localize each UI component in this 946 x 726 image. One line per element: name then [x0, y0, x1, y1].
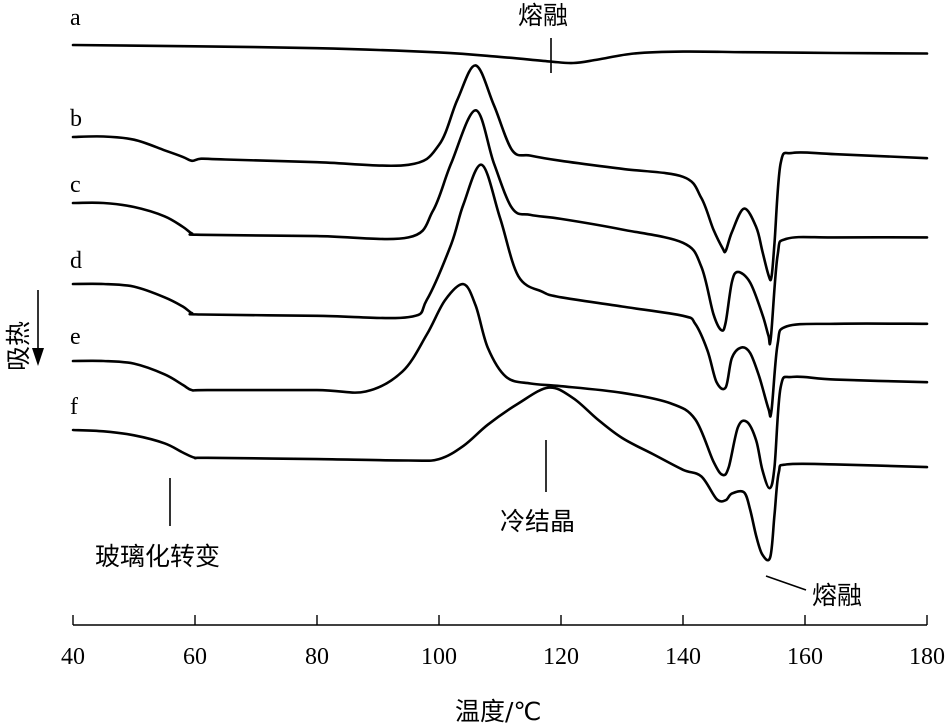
annotation-cold-crystallization: 冷结晶: [500, 507, 575, 536]
series-label-d: d: [70, 248, 82, 274]
curve-e: [71, 282, 929, 490]
curve-d: [71, 163, 929, 418]
x-tick-label-60: 60: [183, 644, 207, 670]
x-tick-label-120: 120: [543, 644, 579, 670]
curve-c: [71, 109, 929, 346]
curve-f: [71, 386, 929, 562]
annotation-melt-f: 熔融: [812, 581, 862, 610]
annotation-melt-a: 熔融: [518, 1, 568, 30]
x-tick-label-160: 160: [787, 644, 823, 670]
endotherm-arrow-head: [32, 348, 44, 366]
series-label-b: b: [70, 106, 82, 132]
series-label-e: e: [70, 324, 81, 350]
annotation-glass-transition: 玻璃化转变: [95, 542, 220, 571]
x-tick-label-140: 140: [665, 644, 701, 670]
curves: [71, 43, 929, 562]
curve-a: [71, 43, 929, 65]
series-label-c: c: [70, 172, 81, 198]
x-tick-label-180: 180: [909, 644, 945, 670]
y-axis-label: 吸热: [4, 321, 33, 371]
series-label-a: a: [70, 5, 81, 31]
series-labels: a b c d e f: [70, 5, 82, 420]
x-tick-label-40: 40: [61, 644, 85, 670]
series-label-f: f: [70, 394, 78, 420]
x-tick-label-80: 80: [305, 644, 329, 670]
x-axis-label: 温度/℃: [455, 697, 542, 726]
x-axis-ticks: 40 60 80 100 120 140 160 180: [61, 615, 945, 670]
x-tick-label-100: 100: [421, 644, 457, 670]
melt-f-leader: [765, 575, 807, 591]
curve-b: [71, 64, 929, 282]
